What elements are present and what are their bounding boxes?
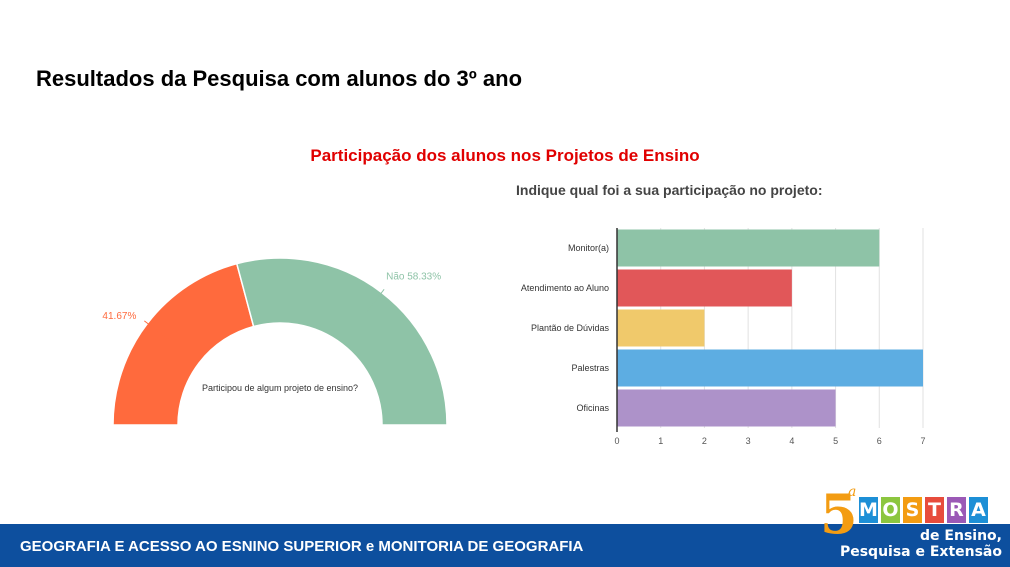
x-tick-label: 6 [877, 436, 882, 446]
y-category-label: Plantão de Dúvidas [531, 323, 610, 333]
bar-chart: 0 1 2 3 4 5 6 7 Monitor(a) Atendimento ao Aluno Pl… [521, 228, 926, 446]
logo-letter: R [946, 496, 967, 524]
x-tick-label: 3 [746, 436, 751, 446]
gauge-leader-line [365, 289, 385, 314]
x-tick-label: 0 [614, 436, 619, 446]
logo-letter: T [924, 496, 945, 524]
gauge-slice-label: Sim 41.67% [100, 311, 136, 322]
logo-letter: A [968, 496, 989, 524]
logo-line-2: Pesquisa e Extensão [839, 544, 1002, 560]
x-tick-label: 7 [920, 436, 925, 446]
gauge-leader-line [144, 320, 169, 340]
bar [617, 229, 880, 267]
footer-text: GEOGRAFIA E ACESSO AO ESNINO SUPERIOR e … [20, 538, 584, 555]
logo-letter: S [902, 496, 923, 524]
y-category-label: Atendimento ao Aluno [521, 283, 609, 293]
x-tick-label: 5 [833, 436, 838, 446]
y-category-label: Palestras [571, 363, 609, 373]
bar-chart-title: Indique qual foi a sua participação no p… [516, 182, 823, 198]
x-tick-label: 2 [702, 436, 707, 446]
gauge-chart: Sim 41.67% Não 58.33% Participou de algum … [100, 257, 448, 426]
gauge-center-label: Participou de algum projeto de ensino? [202, 383, 358, 393]
chart-heading: Participação dos alunos nos Projetos de … [310, 146, 700, 165]
x-tick-label: 4 [789, 436, 794, 446]
logo-line-1: de Ensino, [920, 528, 1002, 544]
logo-superscript: a [848, 484, 857, 500]
gauge-slice-não [235, 257, 448, 426]
logo-letter: M [858, 496, 879, 524]
footer-band [0, 524, 1010, 567]
logo-number: 5 [820, 482, 858, 546]
gauge-slice-sim [112, 262, 255, 426]
logo-letter: O [880, 496, 901, 524]
x-tick-label: 1 [658, 436, 663, 446]
slide-title: Resultados da Pesquisa com alunos do 3º … [36, 66, 523, 91]
bar [617, 389, 836, 427]
bar [617, 309, 705, 347]
y-category-label: Oficinas [576, 403, 609, 413]
bar [617, 349, 923, 387]
y-category-label: Monitor(a) [568, 243, 609, 253]
gauge-slice-label: Não 58.33% [386, 271, 441, 282]
bar [617, 269, 792, 307]
